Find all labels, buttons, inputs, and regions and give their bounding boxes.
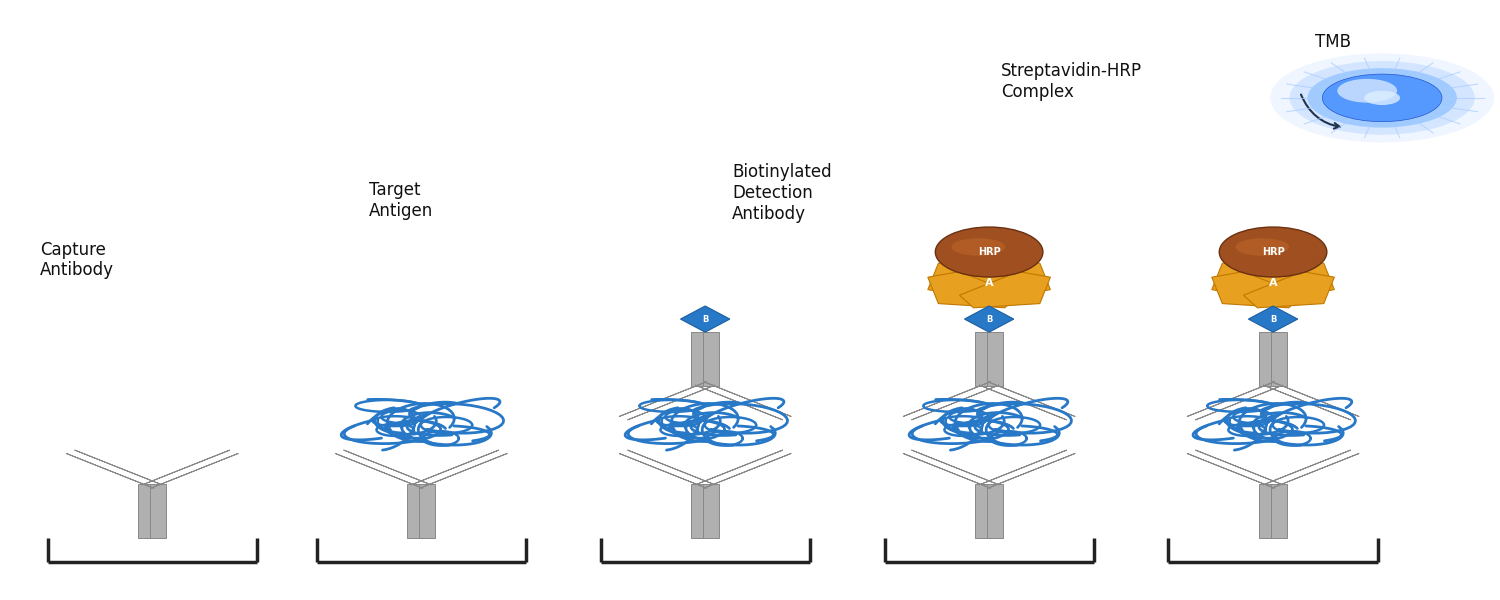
Polygon shape: [420, 454, 507, 488]
Polygon shape: [987, 382, 1076, 416]
Polygon shape: [620, 382, 706, 416]
Polygon shape: [960, 259, 1050, 295]
Text: Biotinylated
Detection
Antibody: Biotinylated Detection Antibody: [732, 163, 831, 223]
Text: A: A: [986, 278, 993, 289]
Polygon shape: [1244, 272, 1335, 308]
Polygon shape: [694, 450, 783, 485]
Polygon shape: [694, 385, 783, 420]
Text: TMB: TMB: [1316, 32, 1352, 50]
Polygon shape: [627, 450, 716, 485]
Circle shape: [1338, 79, 1396, 103]
Polygon shape: [903, 382, 990, 416]
Polygon shape: [1272, 382, 1359, 416]
Polygon shape: [692, 332, 708, 386]
Ellipse shape: [1220, 227, 1328, 277]
Polygon shape: [75, 450, 162, 485]
Polygon shape: [987, 484, 1004, 538]
Polygon shape: [912, 385, 999, 420]
Polygon shape: [1186, 454, 1275, 488]
Text: Streptavidin-HRP
Complex: Streptavidin-HRP Complex: [1000, 62, 1142, 101]
Polygon shape: [1186, 382, 1275, 416]
Polygon shape: [1248, 306, 1298, 332]
Polygon shape: [1263, 450, 1350, 485]
Ellipse shape: [1236, 238, 1288, 256]
Polygon shape: [1258, 484, 1275, 538]
Polygon shape: [987, 454, 1076, 488]
Polygon shape: [704, 454, 792, 488]
Polygon shape: [1196, 450, 1282, 485]
Polygon shape: [692, 484, 708, 538]
Text: B: B: [1270, 314, 1276, 323]
Polygon shape: [66, 454, 154, 488]
Polygon shape: [627, 385, 716, 420]
Text: Capture
Antibody: Capture Antibody: [40, 241, 114, 280]
Polygon shape: [620, 454, 706, 488]
Ellipse shape: [936, 227, 1042, 277]
Text: B: B: [702, 314, 708, 323]
Polygon shape: [411, 450, 500, 485]
Polygon shape: [150, 484, 166, 538]
Polygon shape: [681, 306, 730, 332]
Polygon shape: [980, 385, 1066, 420]
Polygon shape: [1263, 385, 1350, 420]
Circle shape: [1290, 61, 1474, 135]
Circle shape: [1270, 53, 1494, 142]
Ellipse shape: [951, 238, 1005, 256]
Polygon shape: [1196, 385, 1282, 420]
Polygon shape: [150, 454, 238, 488]
Text: B: B: [986, 314, 993, 323]
Polygon shape: [704, 484, 720, 538]
Polygon shape: [912, 450, 999, 485]
Polygon shape: [704, 382, 792, 416]
Circle shape: [1364, 91, 1400, 105]
Polygon shape: [1270, 332, 1287, 386]
Polygon shape: [987, 332, 1004, 386]
Polygon shape: [1272, 454, 1359, 488]
Polygon shape: [960, 272, 1050, 308]
Circle shape: [1308, 68, 1456, 128]
Polygon shape: [142, 450, 230, 485]
Polygon shape: [1258, 332, 1275, 386]
Polygon shape: [1270, 484, 1287, 538]
Polygon shape: [419, 484, 435, 538]
Text: Target
Antigen: Target Antigen: [369, 181, 434, 220]
Polygon shape: [903, 454, 990, 488]
Polygon shape: [975, 332, 992, 386]
Circle shape: [1323, 74, 1442, 122]
Polygon shape: [406, 484, 423, 538]
Polygon shape: [1244, 259, 1335, 295]
Text: A: A: [1269, 278, 1278, 289]
Polygon shape: [138, 484, 154, 538]
Polygon shape: [975, 484, 992, 538]
Polygon shape: [334, 454, 423, 488]
Polygon shape: [1212, 272, 1302, 308]
Polygon shape: [964, 306, 1014, 332]
Polygon shape: [980, 450, 1066, 485]
Polygon shape: [704, 332, 720, 386]
Text: HRP: HRP: [1262, 247, 1284, 257]
Polygon shape: [1212, 259, 1302, 295]
Polygon shape: [928, 272, 1019, 308]
Polygon shape: [928, 259, 1019, 295]
Text: HRP: HRP: [978, 247, 1000, 257]
Polygon shape: [344, 450, 432, 485]
